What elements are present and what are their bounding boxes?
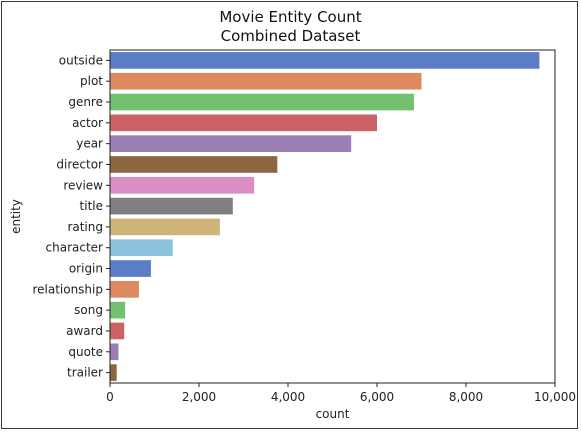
bar-relationship — [110, 281, 139, 298]
bar-year — [110, 135, 351, 152]
bar-trailer — [110, 364, 117, 381]
y-tick-label-relationship: relationship — [32, 282, 103, 296]
y-tick-label-year: year — [76, 137, 103, 151]
bar-title — [110, 198, 233, 215]
bar-character — [110, 239, 173, 256]
y-tick-label-character: character — [46, 241, 104, 255]
y-tick-label-trailer: trailer — [67, 366, 103, 380]
bar-genre — [110, 94, 414, 111]
bar-quote — [110, 343, 118, 360]
bar-rating — [110, 219, 220, 236]
y-tick-label-genre: genre — [68, 95, 103, 109]
x-ticks: 0 2,000 4,000 6,000 8,000 10,000 — [106, 383, 576, 404]
y-tick-label-award: award — [66, 324, 103, 338]
y-tick-labels: outside plot genre actor year director review t… — [32, 53, 110, 379]
y-tick-label-song: song — [74, 303, 103, 317]
y-tick-label-title: title — [80, 199, 103, 213]
x-axis-label: count — [316, 407, 350, 421]
x-tick-label: 4,000 — [271, 390, 305, 404]
x-tick-label: 8,000 — [449, 390, 483, 404]
bar-director — [110, 156, 277, 173]
bar-review — [110, 177, 254, 194]
x-tick-label: 2,000 — [182, 390, 216, 404]
x-tick-label: 10,000 — [534, 390, 576, 404]
y-tick-label-review: review — [63, 178, 103, 192]
y-tick-label-quote: quote — [68, 345, 103, 359]
y-axis-label: entity — [9, 199, 23, 234]
y-tick-label-rating: rating — [67, 220, 103, 234]
bar-award — [110, 323, 124, 340]
y-tick-label-plot: plot — [80, 74, 103, 88]
bar-plot — [110, 73, 422, 90]
y-tick-label-director: director — [56, 157, 103, 171]
y-tick-label-origin: origin — [69, 262, 103, 276]
x-tick-label: 6,000 — [360, 390, 394, 404]
bar-outside — [110, 52, 539, 69]
y-tick-label-outside: outside — [59, 53, 103, 67]
bar-origin — [110, 260, 151, 277]
bar-song — [110, 302, 125, 319]
x-tick-label: 0 — [106, 390, 114, 404]
bar-actor — [110, 115, 377, 132]
bars-group — [110, 52, 539, 381]
y-tick-label-actor: actor — [72, 116, 103, 130]
